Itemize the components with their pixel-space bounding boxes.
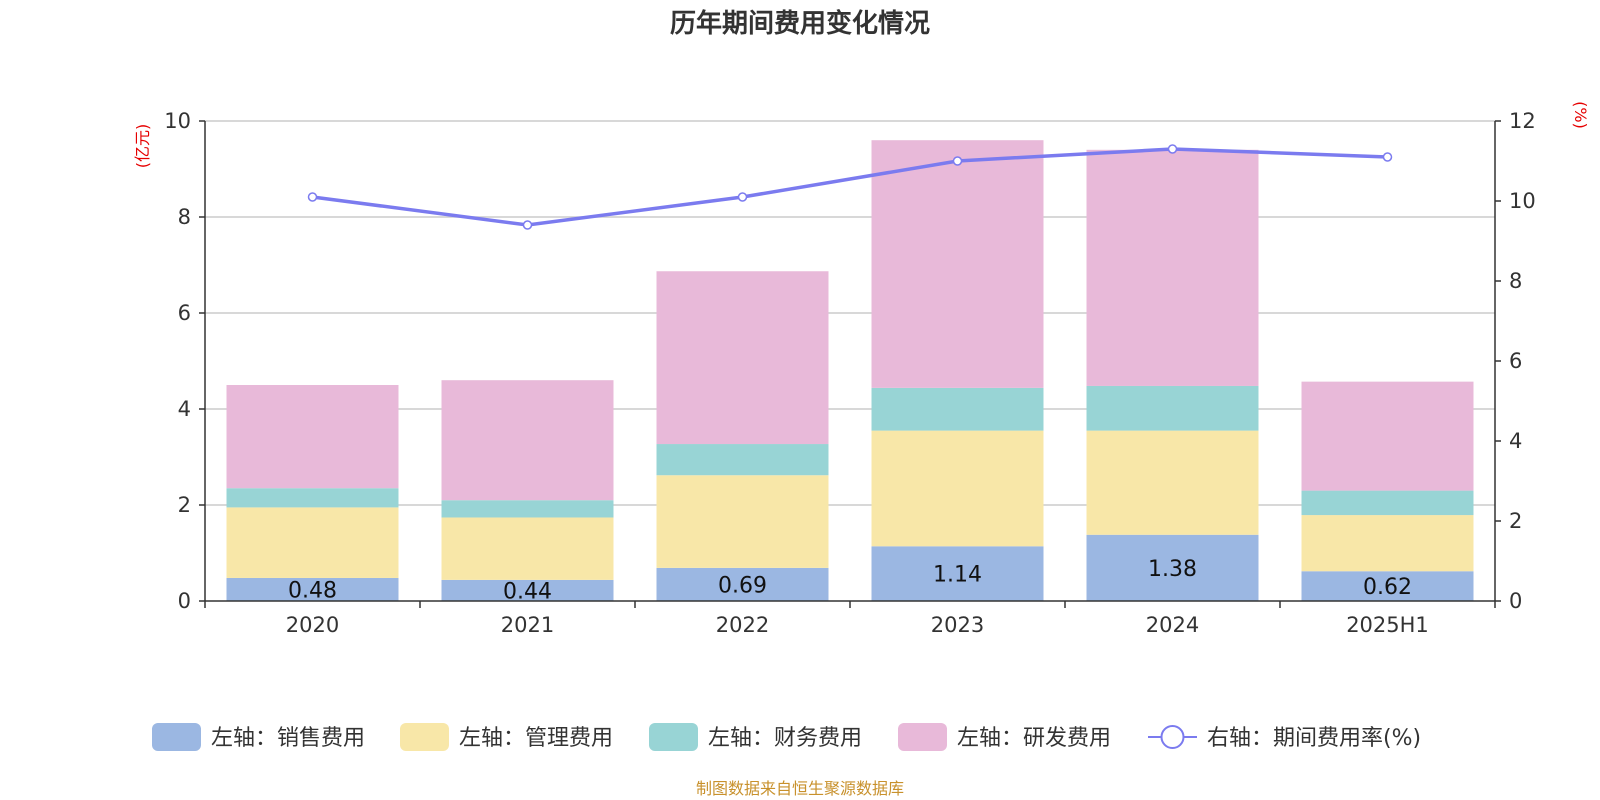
bar-s3-1: [441, 380, 614, 501]
right-tick-label-4: 8: [1509, 269, 1522, 293]
bar-s1-0: [226, 507, 399, 578]
x-tick-label-5: 2025H1: [1346, 613, 1429, 637]
bar-s2-3: [871, 387, 1044, 431]
bar-s3-5: [1301, 381, 1474, 491]
rate-point-3: [952, 156, 963, 166]
legend-swatch-1: [400, 723, 449, 751]
axes: 0 2 4 6 8 10 0 2 4 6 8 10 12 2020 2021 2022 2023 2024 2025…: [164, 109, 1535, 637]
right-tick-label-3: 6: [1509, 349, 1522, 373]
legend-swatch-0: [152, 723, 201, 751]
bar-label-0: 0.48: [288, 578, 337, 603]
rate-line-path: [312, 147, 1388, 227]
source-note: 制图数据来自恒生聚源数据库: [696, 779, 904, 798]
chart-title: 历年期间费用变化情况: [670, 8, 930, 39]
bar-s2-5: [1301, 490, 1474, 516]
left-tick-label-2: 4: [178, 397, 191, 421]
legend-label-4: 右轴：期间费用率(%): [1207, 726, 1421, 751]
bar-s0-3: [871, 546, 1044, 601]
right-tick-label-1: 2: [1509, 509, 1522, 533]
right-axis-unit: (%): [1571, 101, 1590, 129]
rate-point-1: [522, 220, 533, 230]
left-tick-label-0: 0: [178, 589, 191, 613]
bar-s2-2: [656, 444, 829, 476]
bar-s2-0: [226, 488, 399, 508]
bar-s2-1: [441, 500, 614, 518]
legend-label-1: 左轴：管理费用: [459, 726, 613, 751]
stacked-bars: [226, 140, 1474, 601]
x-tick-label-0: 2020: [286, 613, 339, 637]
bar-label-4: 1.38: [1148, 557, 1197, 582]
left-tick-label-4: 8: [178, 205, 191, 229]
left-tick-label-3: 6: [178, 301, 191, 325]
bar-s0-5: [1301, 571, 1474, 601]
right-tick-label-5: 10: [1509, 189, 1536, 213]
x-tick-label-1: 2021: [501, 613, 554, 637]
bar-label-3: 1.14: [933, 563, 982, 588]
bar-s3-3: [871, 140, 1044, 388]
x-tick-label-3: 2023: [931, 613, 984, 637]
bar-label-5: 0.62: [1363, 575, 1412, 600]
legend-swatch-2: [649, 723, 698, 751]
bar-s1-4: [1086, 430, 1259, 535]
legend-swatch-3: [898, 723, 947, 751]
legend-label-3: 左轴：研发费用: [957, 726, 1111, 751]
bar-s0-4: [1086, 534, 1259, 601]
bar-s0-2: [656, 567, 829, 601]
legend-label-0: 左轴：销售费用: [211, 726, 365, 751]
bar-s3-0: [226, 385, 399, 489]
data-labels: 0.48 0.44 0.69 1.14 1.380.62: [288, 557, 1412, 605]
bar-s3-2: [656, 271, 829, 445]
bar-s0-0: [226, 577, 399, 601]
bar-s1-3: [871, 430, 1044, 547]
rate-point-5: [1382, 152, 1393, 162]
rate-point-2: [737, 192, 748, 202]
right-tick-label-0: 0: [1509, 589, 1522, 613]
rate-line: [307, 144, 1393, 230]
rate-point-4: [1167, 144, 1178, 154]
right-tick-label-2: 4: [1509, 429, 1522, 453]
rate-point-0: [307, 192, 318, 202]
bar-s3-4: [1086, 149, 1259, 386]
x-tick-label-4: 2024: [1146, 613, 1199, 637]
right-tick-label-6: 12: [1509, 109, 1536, 133]
legend-label-2: 左轴：财务费用: [708, 726, 862, 751]
legend-marker-4: [1160, 725, 1185, 749]
bar-s1-5: [1301, 515, 1474, 572]
left-axis-unit: (亿元): [133, 124, 152, 169]
bar-s0-1: [441, 579, 614, 601]
left-tick-label-1: 2: [178, 493, 191, 517]
left-tick-label-5: 10: [164, 109, 191, 133]
legend: 左轴：销售费用 左轴：管理费用 左轴：财务费用 左轴：研发费用 右轴：期间费用率(%): [152, 723, 1421, 751]
bar-s1-2: [656, 475, 829, 568]
bar-s2-4: [1086, 385, 1259, 431]
x-tick-label-2: 2022: [716, 613, 769, 637]
grid-lines: [205, 120, 1495, 506]
bar-s1-1: [441, 517, 614, 580]
bar-label-2: 0.69: [718, 573, 767, 598]
